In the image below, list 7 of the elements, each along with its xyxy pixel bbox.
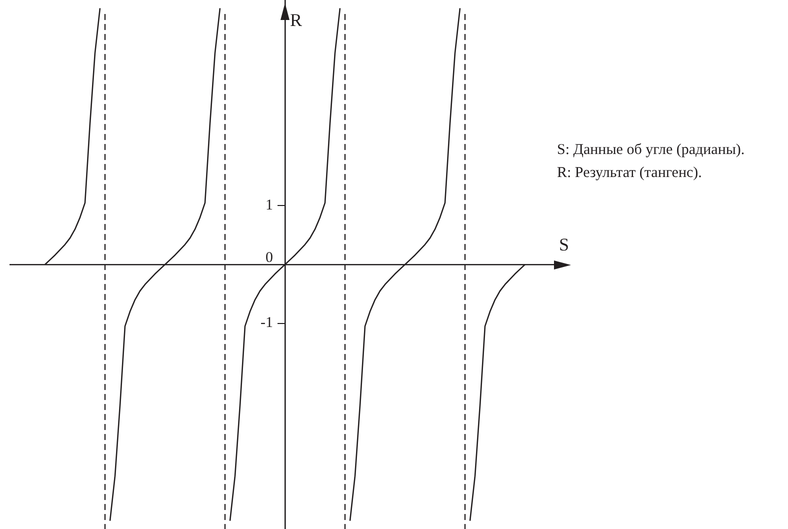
x-axis-title: S [558,234,570,254]
y-tick-label: 1 [266,198,273,214]
y-axis-title: R [290,10,302,30]
annotation: R: Результат (тангенс). [557,164,703,183]
y-tick-label: 0 [266,250,273,266]
y-tick-label: -1 [260,315,273,332]
annotation: S: Данные об угле (радианы). [557,141,745,160]
